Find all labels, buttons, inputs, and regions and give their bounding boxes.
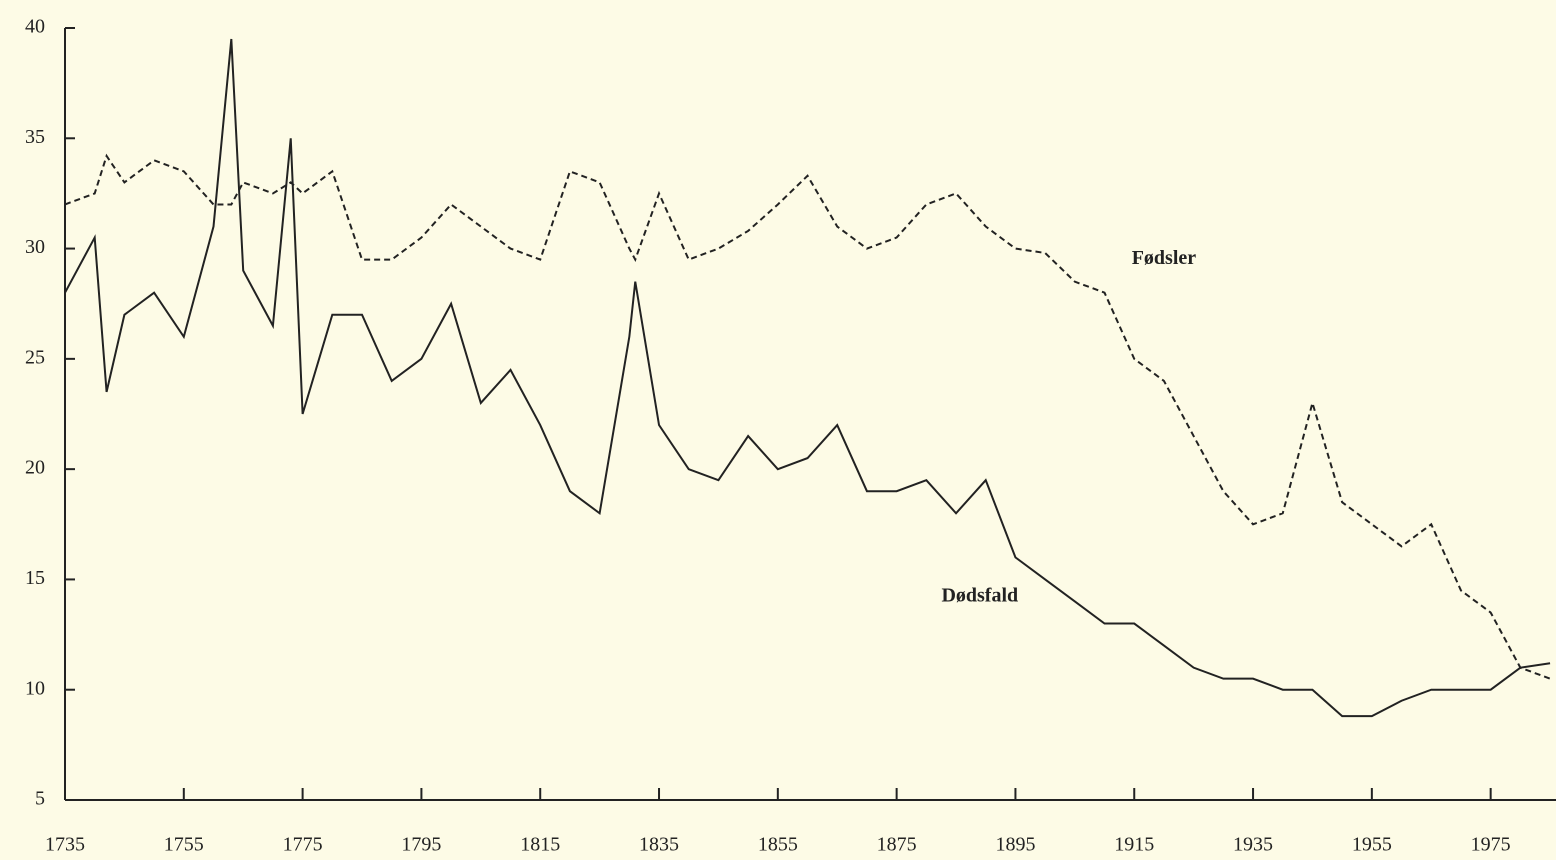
x-tick-label: 1915 — [1114, 834, 1154, 856]
y-tick-label: 15 — [25, 567, 45, 589]
x-tick-label: 1755 — [164, 834, 204, 856]
series-line — [64, 38, 1551, 718]
x-tick-label: 1835 — [639, 834, 679, 856]
x-tick-label: 1815 — [520, 834, 560, 856]
y-tick-label: 10 — [25, 677, 45, 699]
y-tick-label: 20 — [25, 457, 45, 479]
x-tick-label: 1855 — [758, 834, 798, 856]
x-tick-label: 1875 — [877, 834, 917, 856]
y-tick-label: 5 — [35, 788, 45, 810]
y-tick-label: 40 — [25, 16, 45, 38]
x-tick-label: 1735 — [45, 834, 85, 856]
x-tick-label: 1975 — [1471, 834, 1511, 856]
x-tick-label: 1895 — [995, 834, 1035, 856]
y-tick-label: 30 — [25, 236, 45, 258]
series-label: Fødsler — [1132, 247, 1197, 269]
y-tick-label: 25 — [25, 346, 45, 368]
y-tick-label: 35 — [25, 126, 45, 148]
series-label: Dødsfald — [941, 585, 1018, 607]
series-line — [64, 153, 1551, 680]
x-tick-label: 1795 — [401, 834, 441, 856]
x-tick-label: 1935 — [1233, 834, 1273, 856]
x-tick-label: 1775 — [283, 834, 323, 856]
x-tick-label: 1955 — [1352, 834, 1392, 856]
